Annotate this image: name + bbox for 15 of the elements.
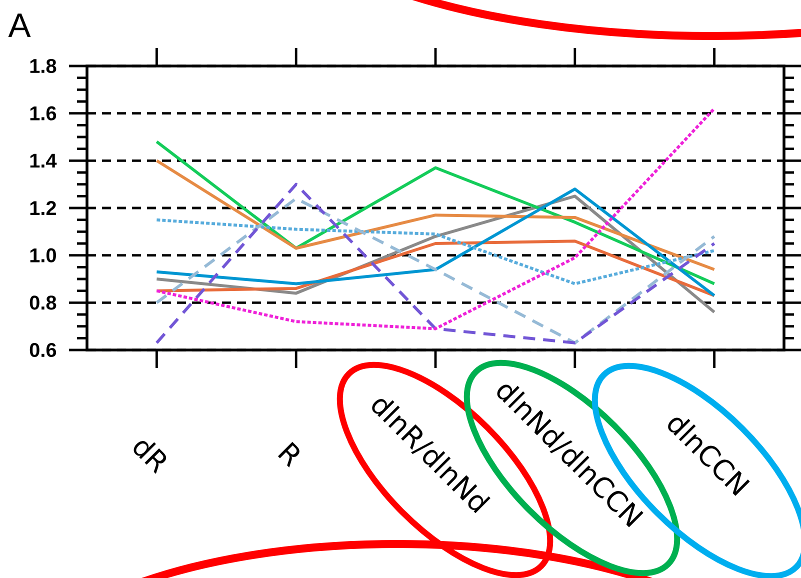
line-series bbox=[155, 188, 716, 298]
x-tick-label: dR bbox=[134, 441, 166, 474]
y-tick-label: 1.4 bbox=[30, 154, 57, 168]
line-series bbox=[155, 218, 716, 286]
line-series bbox=[155, 107, 716, 330]
line-series bbox=[155, 240, 716, 298]
y-tick-label: 1.8 bbox=[30, 58, 56, 74]
line-series bbox=[155, 159, 716, 272]
chart-title: A bbox=[8, 14, 31, 37]
x-tick-label: R bbox=[278, 442, 300, 468]
y-tick-label: 0.6 bbox=[30, 342, 56, 358]
y-tick-label: 1.2 bbox=[30, 201, 56, 215]
y-tick-label: 1.6 bbox=[30, 106, 56, 120]
y-tick-label: 0.8 bbox=[30, 296, 56, 310]
y-tick-label: 1.0 bbox=[30, 248, 56, 262]
